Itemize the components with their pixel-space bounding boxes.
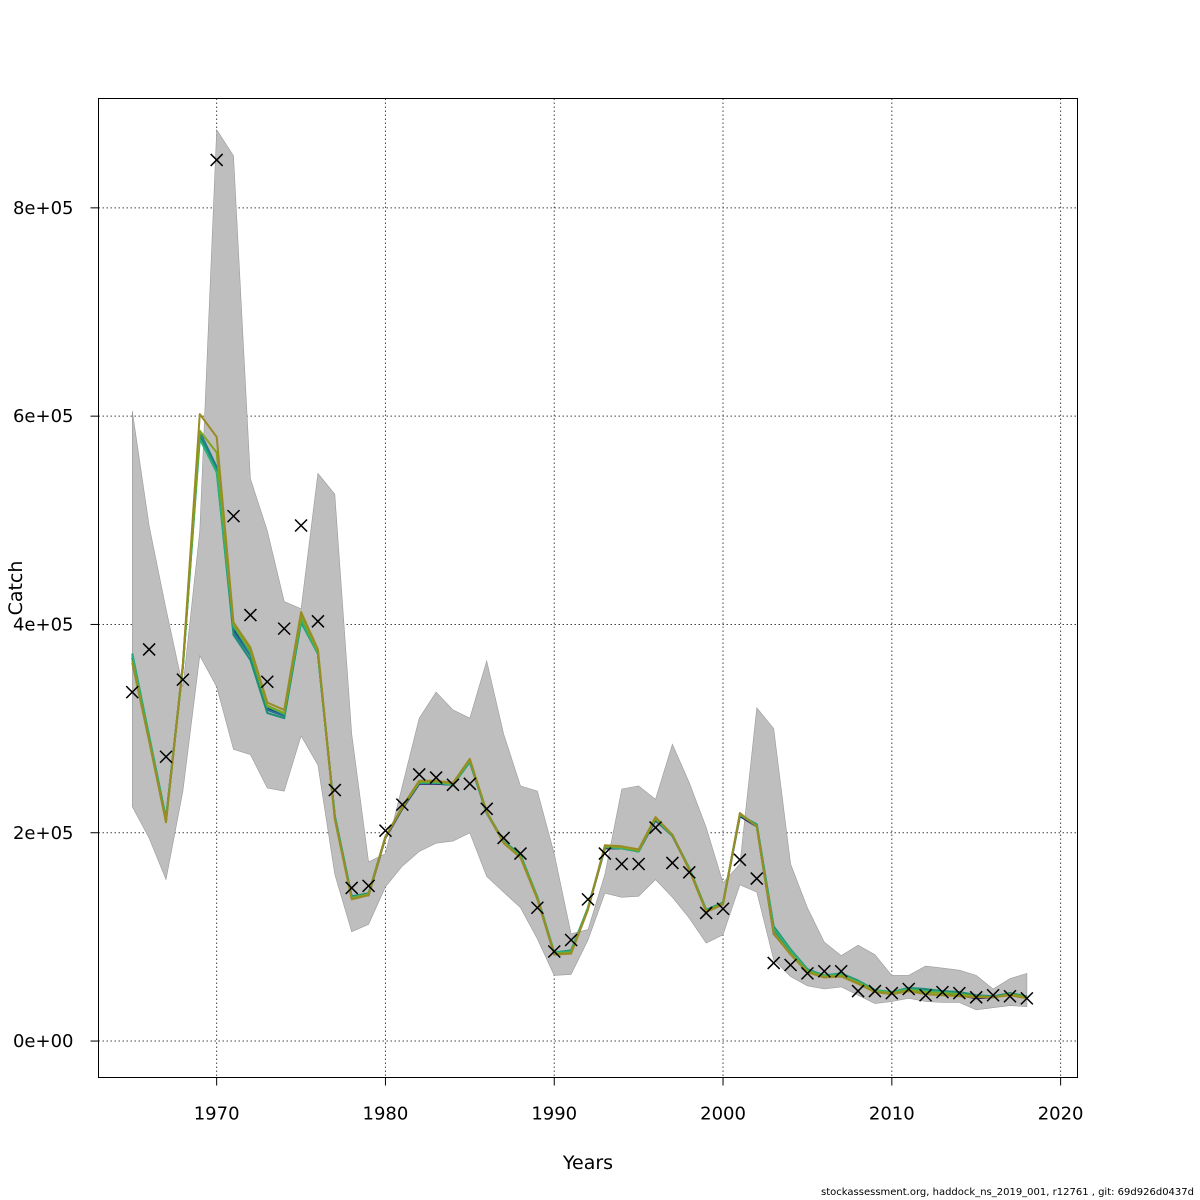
footer-credit: stockassessment.org, haddock_ns_2019_001… bbox=[821, 1187, 1194, 1198]
observed-point bbox=[412, 767, 426, 781]
observed-point bbox=[311, 614, 325, 628]
y-tick-label: 8e+05 bbox=[13, 198, 74, 219]
observed-point bbox=[243, 608, 257, 622]
observed-point bbox=[902, 982, 916, 996]
observed-point bbox=[345, 881, 359, 895]
observed-point bbox=[767, 956, 781, 970]
observed-point bbox=[378, 824, 392, 838]
observed-point bbox=[581, 892, 595, 906]
observed-point bbox=[851, 984, 865, 998]
observed-point bbox=[750, 872, 764, 886]
x-axis-title: Years bbox=[562, 1152, 613, 1174]
observed-point bbox=[395, 798, 409, 812]
observed-point bbox=[716, 902, 730, 916]
observed-point bbox=[260, 675, 274, 689]
y-axis-title: Catch bbox=[5, 561, 27, 616]
plot-frame bbox=[98, 98, 1078, 1078]
observed-point bbox=[969, 990, 983, 1004]
observed-point bbox=[1003, 989, 1017, 1003]
observed-point bbox=[598, 847, 612, 861]
x-tick-label: 1970 bbox=[194, 1104, 240, 1125]
x-tick-label: 1980 bbox=[363, 1104, 409, 1125]
observed-point bbox=[294, 518, 308, 533]
observed-point bbox=[952, 986, 966, 1000]
observed-point bbox=[362, 879, 376, 893]
observed-point bbox=[159, 750, 173, 764]
y-tick-label: 0e+00 bbox=[13, 1031, 74, 1052]
observed-point bbox=[733, 853, 747, 867]
x-axis: 1970 1980 1990 2000 2010 2020 bbox=[194, 1077, 1084, 1125]
observed-point bbox=[682, 865, 696, 879]
observed-point bbox=[480, 802, 494, 816]
observed-catch-markers bbox=[125, 153, 1034, 1005]
x-tick-label: 2020 bbox=[1038, 1104, 1084, 1125]
observed-point bbox=[1020, 991, 1034, 1005]
observed-point bbox=[142, 642, 156, 656]
x-tick-label: 1990 bbox=[531, 1104, 577, 1125]
observed-point bbox=[497, 831, 511, 845]
observed-point bbox=[530, 901, 544, 915]
observed-point bbox=[632, 857, 646, 871]
observed-point bbox=[328, 783, 342, 797]
y-tick-label: 2e+05 bbox=[13, 823, 74, 844]
observed-point bbox=[784, 958, 798, 972]
observed-point bbox=[564, 933, 578, 947]
x-tick-label: 2010 bbox=[869, 1104, 915, 1125]
observed-point bbox=[615, 857, 629, 871]
observed-point bbox=[919, 988, 933, 1002]
y-axis: 0e+00 2e+05 4e+05 6e+05 8e+05 bbox=[13, 198, 99, 1052]
observed-point bbox=[547, 944, 561, 959]
observed-point bbox=[210, 153, 224, 167]
observed-point bbox=[648, 821, 663, 835]
observed-point bbox=[935, 985, 949, 999]
y-tick-label: 4e+05 bbox=[13, 614, 74, 635]
observed-point bbox=[699, 906, 713, 920]
series-line bbox=[131, 413, 1028, 1000]
observed-point bbox=[125, 685, 139, 699]
observed-point bbox=[429, 771, 443, 785]
observed-point bbox=[665, 856, 679, 870]
y-tick-label: 6e+05 bbox=[13, 406, 74, 427]
observed-point bbox=[463, 777, 477, 791]
observed-point bbox=[176, 673, 190, 687]
observed-point bbox=[800, 966, 814, 980]
observed-point bbox=[446, 778, 460, 792]
observed-point bbox=[986, 988, 1000, 1002]
observed-point bbox=[513, 847, 528, 861]
confidence-band bbox=[132, 128, 1028, 1011]
observed-point bbox=[277, 622, 291, 636]
x-tick-label: 2000 bbox=[700, 1104, 746, 1125]
observed-point bbox=[868, 984, 882, 998]
observed-point bbox=[834, 964, 848, 978]
observed-point bbox=[885, 986, 899, 1000]
series-lines bbox=[131, 413, 1028, 1000]
observed-point bbox=[227, 509, 241, 523]
observed-point bbox=[817, 964, 831, 978]
